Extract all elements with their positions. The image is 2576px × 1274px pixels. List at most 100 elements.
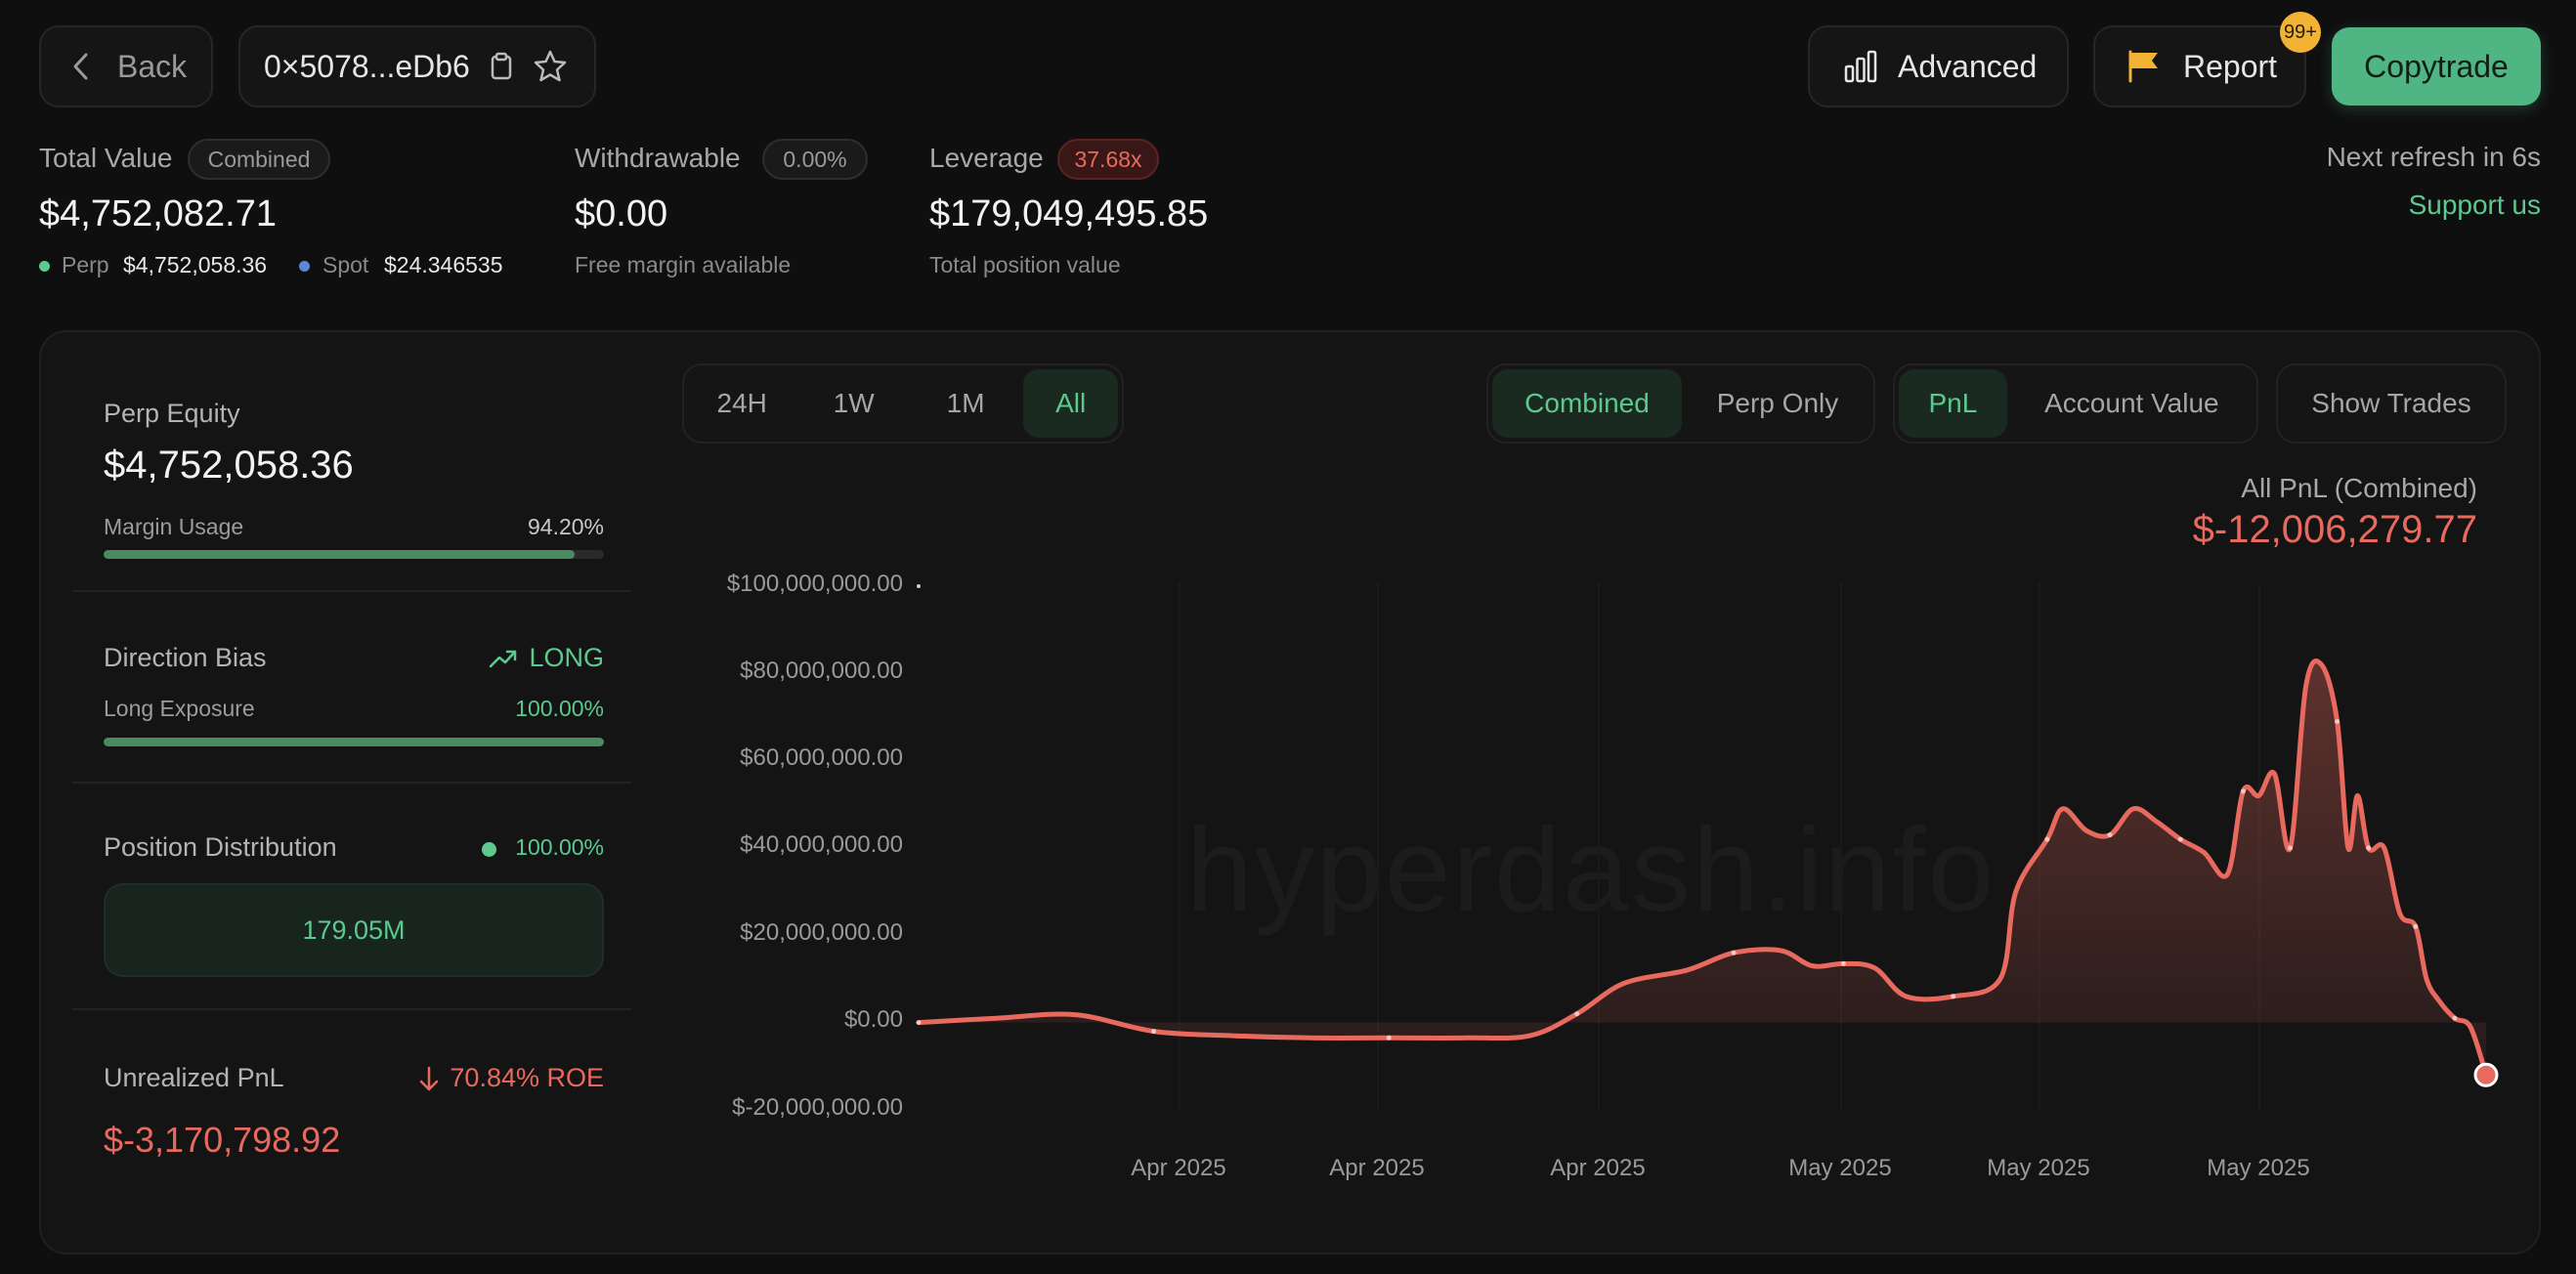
leverage-label: Leverage xyxy=(929,143,1044,173)
chevron-left-icon xyxy=(73,53,88,80)
x-tick-label: May 2025 xyxy=(1788,1155,1892,1181)
x-tick-label: Apr 2025 xyxy=(1329,1155,1425,1181)
grid-line xyxy=(1377,582,1379,1110)
unrealized-pnl-label: Unrealized PnL xyxy=(104,1063,284,1092)
report-label: Report xyxy=(2183,48,2278,84)
perp-equity-label: Perp Equity xyxy=(104,399,240,428)
withdrawable-label: Withdrawable xyxy=(575,143,741,173)
perp-value: $4,752,058.36 xyxy=(123,252,268,277)
distribution-dot xyxy=(482,842,496,857)
back-label: Back xyxy=(117,48,188,84)
chart-total-pnl: $-12,006,279.77 xyxy=(2192,508,2477,551)
mode-perp-only[interactable]: Perp Only xyxy=(1716,388,1839,418)
metric-account-value[interactable]: Account Value xyxy=(2044,388,2219,418)
position-distribution-value: 100.00% xyxy=(515,834,604,860)
data-point xyxy=(1574,1011,1580,1017)
grid-line xyxy=(2039,582,2040,1110)
leverage-sub: Total position value xyxy=(929,252,1121,277)
watermark: hyperdash.info xyxy=(1186,803,1996,936)
address-box: 0×5078...eDb6 xyxy=(238,25,596,107)
perp-label: Perp xyxy=(62,252,109,277)
metric-pnl[interactable]: PnL xyxy=(1899,369,2007,438)
data-point xyxy=(2366,845,2372,851)
advanced-button[interactable]: Advanced xyxy=(1808,25,2069,107)
y-tick-label: $100,000,000.00 xyxy=(726,571,903,597)
advanced-label: Advanced xyxy=(1898,48,2038,84)
total-value-pill: Combined xyxy=(188,139,330,180)
y-tick-label: $0.00 xyxy=(843,1006,903,1033)
data-point xyxy=(2413,923,2419,929)
time-range-all[interactable]: All xyxy=(1023,369,1118,438)
time-range-1m[interactable]: 1M xyxy=(946,388,985,418)
bar-chart-icon xyxy=(1844,50,1877,83)
mode-combined[interactable]: Combined xyxy=(1492,369,1682,438)
data-point xyxy=(1151,1029,1157,1035)
time-range-selector: 24H 1W 1M All xyxy=(682,363,1124,444)
star-icon[interactable] xyxy=(533,49,568,84)
spot-label: Spot xyxy=(322,252,369,277)
copytrade-button[interactable]: Copytrade xyxy=(2332,27,2541,106)
direction-bias-value: LONG xyxy=(529,643,604,672)
y-tick-label: $40,000,000.00 xyxy=(740,831,903,858)
time-range-1w[interactable]: 1W xyxy=(833,388,875,418)
total-value: $4,752,082.71 xyxy=(39,193,278,234)
divider xyxy=(72,1008,631,1010)
position-distribution-label: Position Distribution xyxy=(104,832,337,862)
margin-usage-label: Margin Usage xyxy=(104,514,244,539)
data-point xyxy=(2240,788,2246,794)
margin-usage-fill xyxy=(104,550,576,559)
back-button[interactable]: Back xyxy=(39,25,213,107)
total-value-label: Total Value xyxy=(39,143,173,173)
data-point xyxy=(2335,718,2340,724)
perp-equity-value: $4,752,058.36 xyxy=(104,444,354,487)
position-distribution-bar: 179.05M xyxy=(104,883,604,977)
margin-usage-bar xyxy=(104,550,604,559)
support-link[interactable]: Support us xyxy=(2408,190,2541,220)
direction-bias-label: Direction Bias xyxy=(104,643,267,672)
arrow-down-icon xyxy=(419,1066,439,1091)
withdrawable-sub: Free margin available xyxy=(575,252,792,277)
metric-selector: PnL Account Value xyxy=(1893,363,2258,444)
report-button[interactable]: Report xyxy=(2093,25,2306,107)
leverage-pill: 37.68x xyxy=(1057,139,1159,180)
clipboard-icon[interactable] xyxy=(488,51,515,82)
long-exposure-label: Long Exposure xyxy=(104,696,255,721)
axis-marker xyxy=(917,584,921,588)
current-point-marker xyxy=(2473,1062,2499,1087)
data-point xyxy=(916,1020,922,1026)
refresh-timer: Next refresh in 6s xyxy=(2326,142,2541,172)
notification-badge: 99+ xyxy=(2280,12,2321,53)
withdrawable-value: $0.00 xyxy=(575,193,668,234)
grid-line xyxy=(1840,582,1842,1110)
data-point xyxy=(1840,960,1846,966)
trending-up-icon xyxy=(489,650,517,668)
grid-line xyxy=(1179,582,1181,1110)
margin-usage-value: 94.20% xyxy=(527,514,604,539)
data-point xyxy=(2452,1015,2458,1021)
data-point xyxy=(2044,836,2050,842)
long-exposure-fill xyxy=(104,738,604,746)
y-tick-label: $80,000,000.00 xyxy=(740,658,903,684)
long-exposure-bar xyxy=(104,738,604,746)
spot-value: $24.346535 xyxy=(384,252,503,277)
y-tick-label: $20,000,000.00 xyxy=(740,919,903,946)
data-point xyxy=(1386,1035,1392,1040)
data-point xyxy=(1951,994,1956,999)
y-tick-label: $-20,000,000.00 xyxy=(732,1094,903,1121)
show-trades-button[interactable]: Show Trades xyxy=(2276,363,2507,444)
withdrawable-pill: 0.00% xyxy=(762,139,868,180)
mode-selector: Combined Perp Only xyxy=(1486,363,1875,444)
long-exposure-value: 100.00% xyxy=(515,696,604,721)
data-point xyxy=(2288,845,2293,851)
y-tick-label: $60,000,000.00 xyxy=(740,744,903,771)
grid-line xyxy=(1598,582,1600,1110)
data-point xyxy=(2107,832,2113,838)
divider xyxy=(72,590,631,592)
chart-caption: All PnL (Combined) xyxy=(2241,473,2477,503)
roe-value: 70.84% ROE xyxy=(450,1063,604,1092)
data-point xyxy=(1731,950,1737,956)
x-tick-label: May 2025 xyxy=(2207,1155,2310,1181)
time-range-24h[interactable]: 24H xyxy=(716,388,767,418)
